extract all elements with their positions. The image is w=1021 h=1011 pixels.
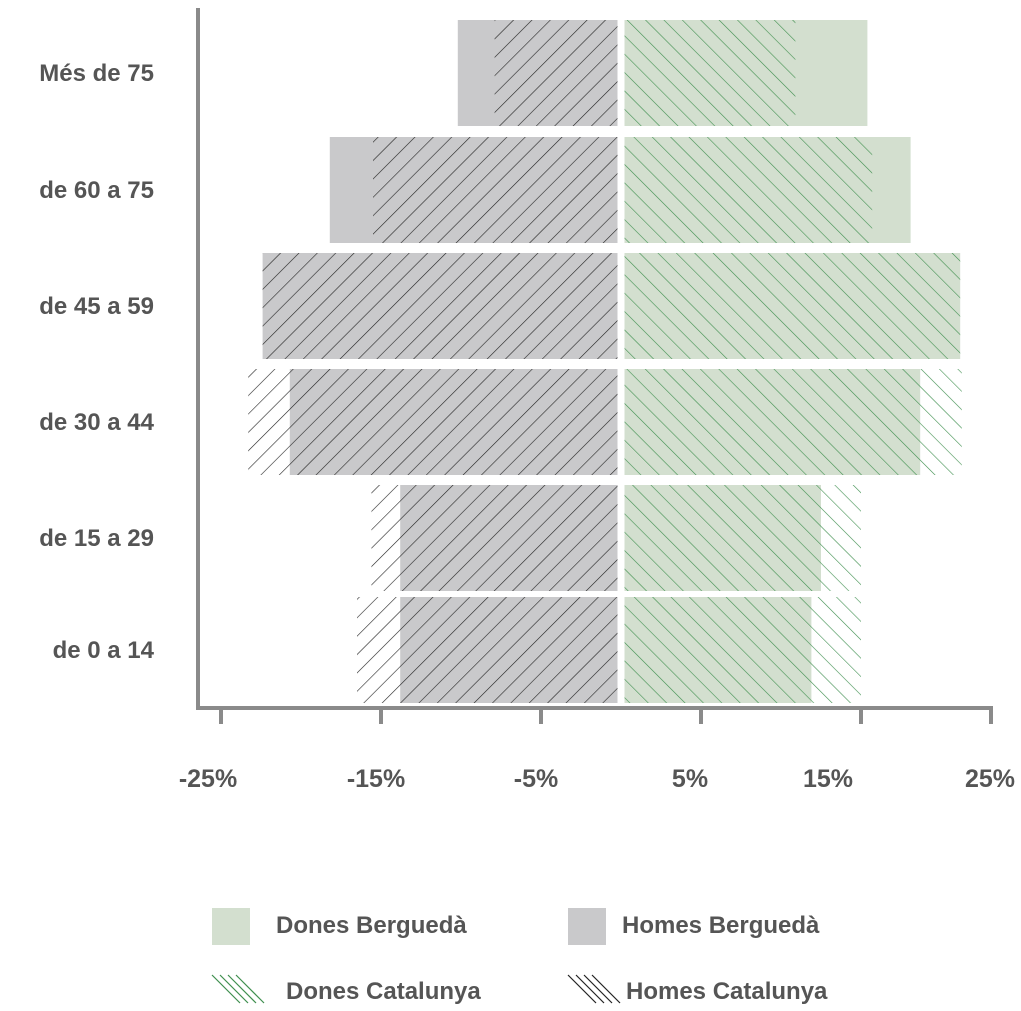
labels: Més de 75 de 60 a 75 de 45 a 59 de 30 a 44 d… bbox=[39, 60, 1015, 793]
legend: Dones Berguedà Homes Berguedà Dones Catalu… bbox=[211, 908, 828, 1005]
category-label: de 60 a 75 bbox=[39, 177, 154, 204]
category-label: de 30 a 44 bbox=[39, 409, 154, 436]
legend-item-homes-bergueda: Homes Berguedà bbox=[568, 908, 820, 945]
legend-label: Dones Berguedà bbox=[276, 912, 467, 939]
category-label: Més de 75 bbox=[39, 60, 154, 87]
bar-homes-catalunya-de-45-a-59 bbox=[262, 253, 618, 359]
x-tick-label: -15% bbox=[347, 765, 405, 793]
bar-dones-catalunya-de-0-a-14 bbox=[624, 597, 861, 703]
axes bbox=[196, 8, 993, 724]
bar-homes-catalunya-mes-de-75 bbox=[494, 20, 618, 126]
legend-item-homes-catalunya: Homes Catalunya bbox=[567, 974, 828, 1005]
bar-homes-catalunya-de-15-a-29 bbox=[371, 485, 618, 591]
legend-swatch bbox=[567, 974, 621, 1004]
bar-homes-catalunya-de-30-a-44 bbox=[248, 369, 618, 475]
bar-homes-catalunya-de-0-a-14 bbox=[357, 597, 618, 703]
bars-layer bbox=[248, 20, 962, 703]
category-label: de 0 a 14 bbox=[53, 637, 155, 664]
legend-label: Homes Berguedà bbox=[622, 912, 820, 939]
x-tick-label: 25% bbox=[965, 765, 1015, 793]
bar-dones-catalunya-de-45-a-59 bbox=[624, 253, 961, 359]
bar-dones-catalunya-mes-de-75 bbox=[624, 20, 796, 126]
x-tick-label: -5% bbox=[514, 765, 558, 793]
category-label: de 15 a 29 bbox=[39, 525, 154, 552]
bar-dones-catalunya-de-30-a-44 bbox=[624, 369, 962, 475]
legend-swatch bbox=[568, 908, 606, 945]
legend-label: Dones Catalunya bbox=[286, 978, 481, 1005]
legend-label: Homes Catalunya bbox=[626, 978, 828, 1005]
legend-swatch bbox=[212, 908, 250, 945]
legend-item-dones-catalunya: Dones Catalunya bbox=[211, 974, 481, 1005]
bar-dones-catalunya-de-60-a-75 bbox=[624, 137, 873, 243]
x-tick-label: -25% bbox=[179, 765, 237, 793]
bar-dones-catalunya-de-15-a-29 bbox=[624, 485, 861, 591]
category-label: de 45 a 59 bbox=[39, 293, 154, 320]
bar-homes-catalunya-de-60-a-75 bbox=[373, 137, 618, 243]
x-tick-label: 5% bbox=[672, 765, 708, 793]
x-tick-label: 15% bbox=[803, 765, 853, 793]
legend-swatch bbox=[211, 974, 265, 1004]
legend-item-dones-bergueda: Dones Berguedà bbox=[212, 908, 467, 945]
